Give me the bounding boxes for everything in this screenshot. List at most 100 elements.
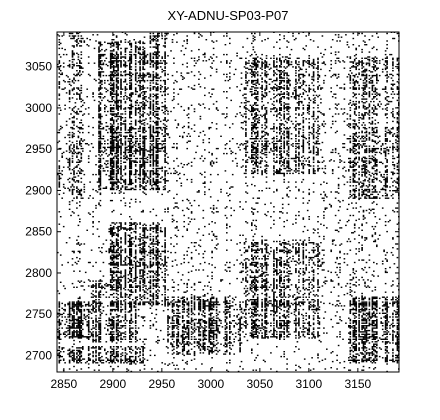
recurrence-point — [130, 74, 133, 77]
recurrence-point — [127, 240, 130, 243]
recurrence-point — [76, 32, 78, 35]
recurrence-point — [95, 334, 97, 337]
recurrence-point — [134, 128, 137, 130]
recurrence-point — [112, 301, 115, 303]
recurrence-point — [99, 144, 102, 146]
recurrence-point — [112, 296, 115, 298]
recurrence-point — [112, 144, 115, 146]
recurrence-point — [121, 352, 124, 354]
recurrence-point — [148, 245, 150, 248]
recurrence-point — [170, 336, 172, 338]
recurrence-point — [146, 62, 149, 64]
recurrence-point — [101, 286, 103, 288]
recurrence-point — [79, 141, 81, 144]
recurrence-point — [143, 93, 146, 95]
recurrence-point — [76, 165, 78, 167]
recurrence-point — [101, 302, 103, 305]
recurrence-point — [115, 144, 118, 146]
recurrence-point — [142, 72, 144, 74]
recurrence-point — [98, 325, 100, 327]
recurrence-point — [59, 70, 62, 72]
recurrence-point — [112, 39, 115, 41]
recurrence-point — [71, 126, 74, 129]
recurrence-point — [76, 334, 78, 337]
recurrence-point — [130, 113, 133, 115]
recurrence-point — [171, 336, 174, 338]
recurrence-point — [130, 270, 133, 272]
recurrence-point — [143, 172, 146, 175]
recurrence-point — [124, 242, 127, 244]
recurrence-point — [120, 334, 122, 337]
recurrence-point — [102, 126, 105, 129]
recurrence-point — [101, 63, 103, 66]
recurrence-point — [115, 81, 118, 83]
recurrence-point — [105, 313, 108, 316]
recurrence-point — [161, 167, 164, 170]
recurrence-point — [109, 77, 112, 79]
recurrence-point — [137, 130, 140, 132]
recurrence-point — [71, 354, 74, 357]
recurrence-point — [124, 61, 127, 63]
recurrence-point — [142, 157, 144, 160]
recurrence-point — [129, 77, 131, 79]
recurrence-point — [164, 232, 166, 234]
recurrence-point — [142, 359, 144, 361]
recurrence-point — [130, 167, 133, 170]
recurrence-point — [59, 73, 62, 76]
recurrence-point — [151, 140, 153, 142]
recurrence-point — [143, 47, 146, 50]
recurrence-point — [124, 222, 127, 224]
recurrence-point — [152, 154, 155, 156]
recurrence-point — [112, 176, 115, 178]
recurrence-point — [101, 93, 103, 95]
recurrence-point — [99, 130, 102, 132]
recurrence-point — [127, 149, 130, 151]
recurrence-point — [152, 303, 155, 306]
recurrence-point — [115, 63, 118, 66]
recurrence-point — [109, 313, 112, 316]
recurrence-point — [129, 310, 131, 312]
recurrence-point — [134, 53, 137, 56]
recurrence-point — [112, 45, 115, 47]
recurrence-point — [98, 105, 100, 108]
recurrence-point — [129, 99, 131, 102]
recurrence-point — [58, 178, 61, 181]
recurrence-point — [95, 325, 97, 327]
recurrence-point — [59, 351, 62, 353]
recurrence-point — [77, 93, 80, 95]
recurrence-point — [112, 273, 115, 275]
recurrence-point — [58, 72, 61, 74]
recurrence-point — [73, 331, 75, 333]
recurrence-point — [71, 160, 74, 162]
recurrence-point — [109, 263, 112, 265]
recurrence-point — [129, 228, 131, 230]
recurrence-point — [142, 347, 144, 349]
recurrence-point — [129, 171, 131, 173]
recurrence-point — [173, 305, 175, 307]
recurrence-point — [109, 173, 112, 176]
recurrence-point — [74, 40, 77, 42]
recurrence-point — [155, 72, 158, 74]
recurrence-point — [59, 147, 62, 150]
recurrence-point — [87, 212, 90, 214]
recurrence-point — [155, 183, 158, 186]
recurrence-point — [171, 346, 174, 348]
recurrence-point — [58, 336, 61, 338]
recurrence-point — [127, 281, 130, 283]
recurrence-point — [68, 146, 71, 149]
recurrence-point — [126, 159, 128, 161]
recurrence-point — [80, 334, 83, 337]
recurrence-point — [73, 316, 75, 318]
recurrence-point — [143, 60, 146, 62]
recurrence-point — [115, 275, 118, 277]
recurrence-point — [112, 119, 115, 121]
recurrence-point — [149, 161, 152, 163]
recurrence-point — [120, 289, 122, 291]
recurrence-point — [68, 332, 71, 334]
recurrence-point — [105, 91, 108, 93]
recurrence-point — [98, 307, 100, 309]
recurrence-point — [71, 303, 74, 306]
recurrence-point — [86, 143, 89, 145]
recurrence-point — [124, 165, 127, 167]
recurrence-point — [149, 112, 152, 114]
